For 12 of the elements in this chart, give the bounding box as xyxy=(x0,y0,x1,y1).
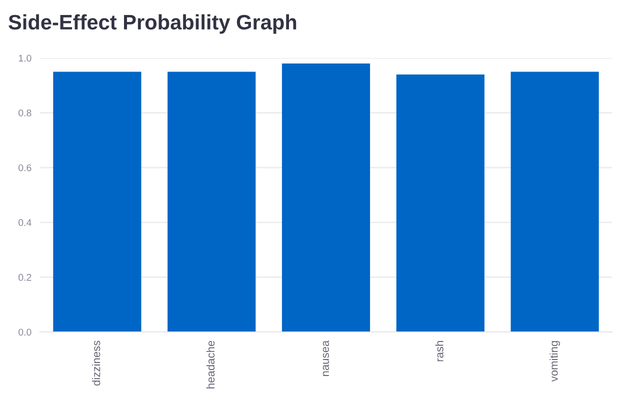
x-tick-label: dizziness xyxy=(92,340,100,386)
y-tick-label: 0.2 xyxy=(18,274,32,281)
y-tick-label: 0.8 xyxy=(18,110,32,116)
x-tick-label: headache xyxy=(206,340,215,388)
chart-title: Side-Effect Probability Graph xyxy=(8,14,296,34)
x-tick-label: nausea xyxy=(322,340,329,376)
y-tick-label: 0.0 xyxy=(18,328,32,336)
y-tick-label: 0.6 xyxy=(18,164,32,172)
x-tick-label: rash xyxy=(435,341,444,362)
y-tick-label: 0.4 xyxy=(18,219,32,226)
x-tick-label: vomiting xyxy=(550,341,560,382)
y-tick-label: 1.0 xyxy=(18,54,32,62)
